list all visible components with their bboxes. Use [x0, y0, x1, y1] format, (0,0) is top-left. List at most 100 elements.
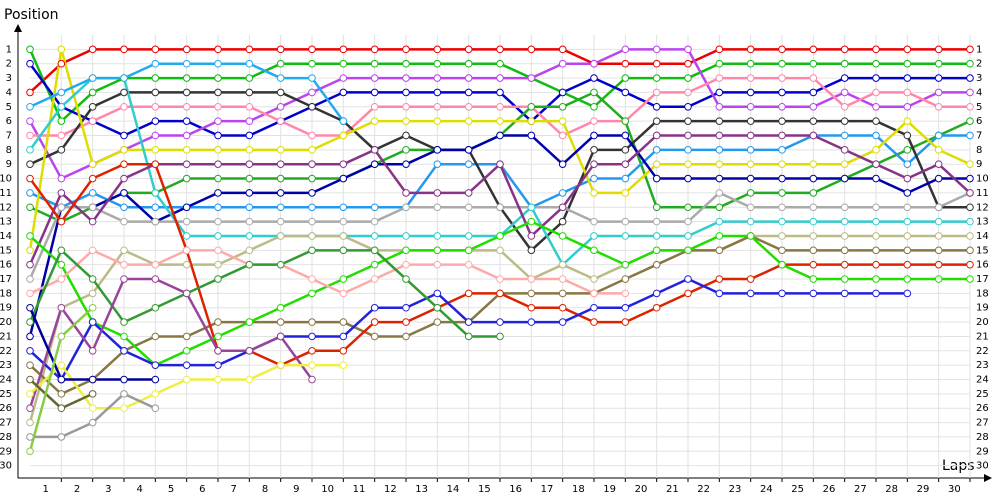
lap-point	[558, 203, 567, 212]
lap-point	[621, 232, 630, 240]
lap-point	[527, 289, 536, 298]
lap-point	[120, 74, 128, 82]
lap-point	[840, 74, 849, 82]
lap-point	[558, 117, 567, 125]
lap-point	[402, 117, 410, 125]
lap-point	[903, 131, 912, 140]
lap-point	[433, 88, 442, 97]
lap-point	[276, 232, 285, 240]
lap-point	[496, 102, 504, 111]
lap-point	[590, 318, 598, 326]
lap-point	[57, 203, 66, 212]
lap-point	[276, 203, 285, 212]
y-tick-label-right: 4	[976, 87, 982, 98]
lap-point	[621, 160, 630, 168]
lap-point	[402, 275, 410, 283]
lap-point	[339, 232, 348, 240]
lap-point	[402, 246, 410, 255]
lap-point	[214, 174, 222, 183]
lap-point	[621, 88, 630, 97]
x-tick-label: 7	[230, 484, 236, 495]
lap-point	[57, 174, 66, 183]
lap-point	[182, 203, 191, 212]
lap-point	[652, 88, 661, 97]
lap-point	[339, 318, 348, 326]
lap-point	[308, 246, 316, 255]
lap-point	[26, 260, 34, 269]
lap-point	[214, 131, 222, 140]
lap-point	[715, 59, 724, 68]
lap-point	[652, 174, 661, 183]
lap-point	[715, 246, 724, 255]
lap-point	[26, 433, 34, 441]
lap-point	[684, 45, 692, 54]
lap-point	[778, 217, 786, 226]
lap-point	[966, 88, 974, 97]
lap-point	[464, 102, 473, 111]
lap-point	[120, 375, 128, 384]
y-tick-label: 16	[0, 260, 12, 271]
y-tick-label-right: 3	[976, 73, 982, 84]
lap-point	[433, 260, 442, 269]
lap-point	[26, 390, 34, 398]
lap-point	[245, 318, 254, 326]
lap-point	[464, 146, 473, 154]
lap-point	[684, 117, 692, 125]
lap-point	[590, 303, 598, 312]
lap-point	[840, 217, 849, 226]
lap-point	[120, 189, 128, 197]
lap-point	[276, 189, 285, 197]
lap-point	[496, 232, 504, 240]
lap-point	[558, 217, 567, 226]
lap-point	[809, 117, 818, 125]
y-tick-label: 7	[6, 130, 12, 141]
lap-point	[339, 347, 348, 355]
lap-point	[872, 102, 880, 111]
lap-point	[746, 189, 755, 197]
lap-point	[88, 74, 97, 82]
x-tick-label: 10	[321, 484, 334, 495]
lap-point	[590, 117, 598, 125]
lap-point	[590, 174, 598, 183]
y-tick-label-right: 26	[976, 403, 989, 414]
lap-point	[496, 246, 504, 255]
lap-point	[182, 59, 191, 68]
lap-point	[57, 404, 66, 413]
y-tick-label-right: 24	[976, 375, 989, 386]
lap-point	[214, 217, 222, 226]
lap-point	[903, 203, 912, 212]
lap-point	[151, 74, 160, 82]
lap-point	[370, 45, 379, 54]
x-tick-label: 25	[791, 484, 804, 495]
lap-point	[558, 260, 567, 269]
lap-point	[370, 217, 379, 226]
x-tick-label: 6	[199, 484, 205, 495]
x-tick-label: 28	[885, 484, 898, 495]
lap-point	[621, 189, 630, 197]
lap-point	[840, 246, 849, 255]
y-tick-label-right: 18	[976, 288, 989, 299]
lap-point	[214, 246, 222, 255]
lap-point	[840, 160, 849, 168]
lap-point	[308, 203, 316, 212]
lap-point	[276, 174, 285, 183]
lap-point	[809, 160, 818, 168]
x-tick-label: 19	[603, 484, 616, 495]
lap-point	[558, 160, 567, 168]
lap-point	[903, 160, 912, 168]
lap-point	[527, 102, 536, 111]
lap-point	[339, 217, 348, 226]
lap-point	[903, 260, 912, 269]
lap-point	[433, 318, 442, 326]
lap-point	[245, 189, 254, 197]
lap-point	[934, 146, 943, 154]
lap-point	[590, 217, 598, 226]
lap-point	[464, 45, 473, 54]
y-arrow	[14, 24, 22, 32]
lap-point	[245, 102, 254, 111]
lap-point	[245, 88, 254, 97]
lap-point	[370, 102, 379, 111]
lap-point	[339, 332, 348, 341]
lap-point	[339, 246, 348, 255]
lap-point	[370, 160, 379, 168]
